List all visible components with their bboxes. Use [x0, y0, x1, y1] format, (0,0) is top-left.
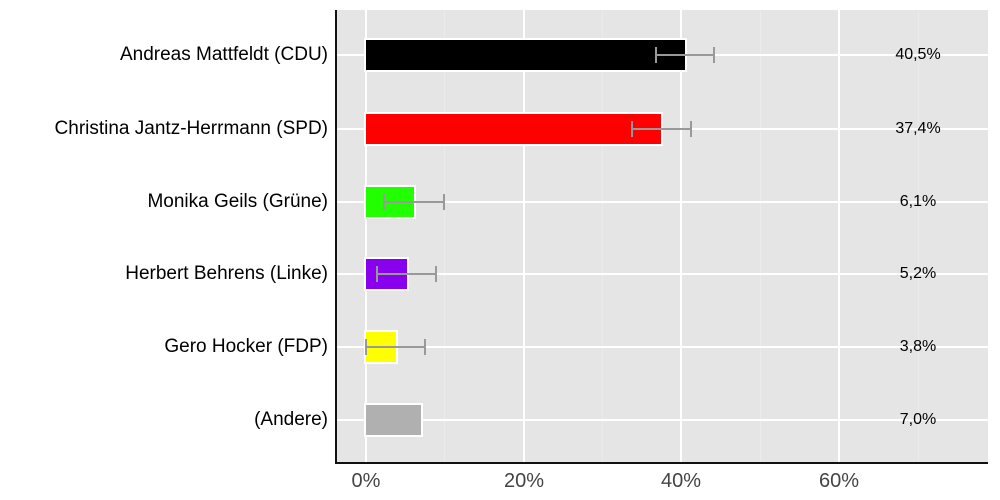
error-bar-cdu — [655, 54, 715, 56]
error-cap-high — [424, 339, 427, 355]
error-bar-spd — [631, 128, 692, 130]
error-cap-high — [713, 47, 716, 63]
y-label-andere: (Andere) — [254, 409, 328, 430]
error-cap-high — [443, 194, 445, 210]
bar-spd — [364, 112, 663, 146]
row-gridline — [336, 419, 988, 421]
value-label-cdu: 40,5% — [895, 46, 941, 63]
y-axis-line — [335, 10, 337, 464]
x-tick-60: 60% — [818, 470, 860, 492]
error-cap-low — [383, 194, 386, 210]
minor-gridline — [444, 10, 445, 463]
error-cap-low — [654, 47, 657, 63]
x-tick-20: 20% — [503, 470, 545, 492]
gridline-20 — [523, 10, 525, 463]
error-cap-low — [376, 266, 379, 282]
error-cap-high — [435, 266, 438, 282]
y-label-fdp: Gero Hocker (FDP) — [164, 336, 328, 357]
error-cap-low — [630, 121, 633, 137]
value-label-spd: 37,4% — [895, 120, 941, 137]
row-gridline — [336, 273, 988, 275]
gridline-40 — [680, 10, 682, 463]
error-cap-high — [690, 121, 693, 137]
value-label-linke: 5,2% — [899, 265, 937, 282]
y-label-gruene: Monika Geils (Grüne) — [147, 191, 328, 212]
row-gridline — [336, 201, 988, 203]
value-label-fdp: 3,8% — [899, 338, 937, 355]
value-label-andere: 7,0% — [899, 411, 937, 428]
row-gridline — [336, 346, 988, 348]
minor-gridline — [602, 10, 603, 463]
gridline-60 — [838, 10, 840, 463]
minor-gridline — [760, 10, 761, 463]
y-label-spd: Christina Jantz-Herrmann (SPD) — [54, 118, 328, 139]
plot-area — [336, 10, 988, 463]
error-bar-gruene — [384, 201, 444, 203]
x-tick-40: 40% — [660, 470, 702, 492]
gridline-0 — [365, 10, 367, 463]
minor-gridline — [918, 10, 919, 463]
y-label-cdu: Andreas Mattfeldt (CDU) — [119, 44, 328, 65]
x-axis-line — [335, 462, 988, 464]
error-bar-linke — [377, 273, 437, 275]
error-cap-low — [365, 339, 367, 355]
bar-andere — [364, 403, 424, 437]
y-label-linke: Herbert Behrens (Linke) — [125, 263, 328, 284]
error-bar-fdp — [366, 346, 426, 348]
x-tick-0: 0% — [351, 470, 381, 492]
value-label-gruene: 6,1% — [899, 193, 937, 210]
bar-cdu — [364, 38, 688, 72]
